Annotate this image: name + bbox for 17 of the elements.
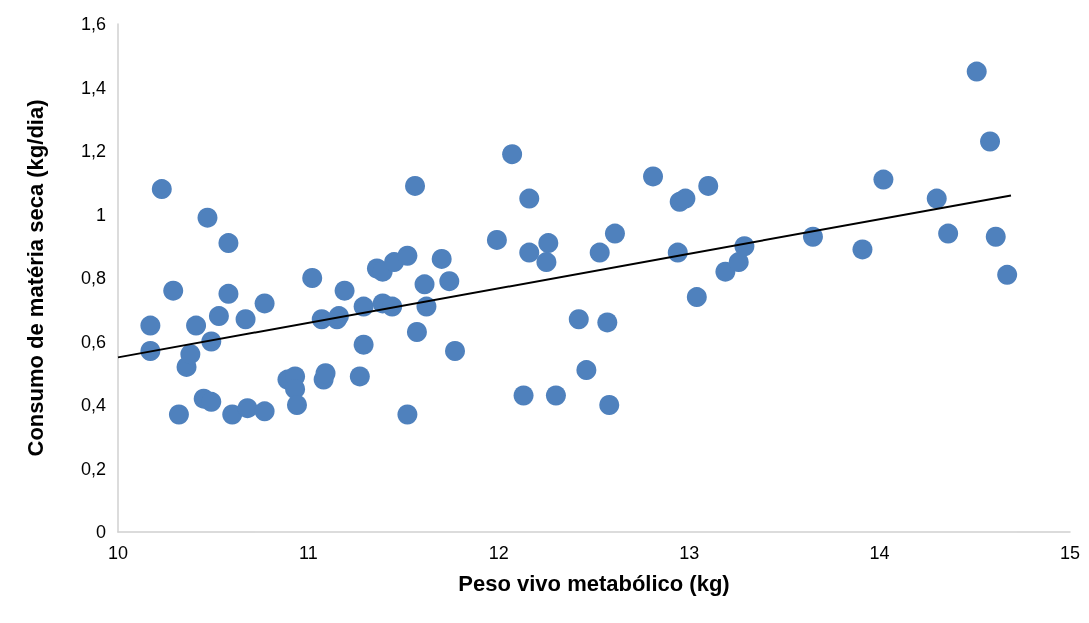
x-tick-label: 13 xyxy=(679,543,700,563)
x-axis-title: Peso vivo metabólico (kg) xyxy=(458,570,730,596)
x-tick-label: 12 xyxy=(488,543,509,563)
y-tick-label: 1,6 xyxy=(80,14,106,34)
y-tick-label: 0,2 xyxy=(80,458,106,479)
y-tick-label: 1,2 xyxy=(80,141,106,161)
x-tick-label: 10 xyxy=(107,543,129,563)
y-tick-label: 0 xyxy=(95,522,106,542)
x-tick-label: 15 xyxy=(1059,543,1081,563)
y-tick-label: 0,8 xyxy=(80,268,106,288)
x-tick-label: 11 xyxy=(299,543,318,563)
y-axis-title: Consumo de matéria seca (kg/dia) xyxy=(22,99,48,457)
y-tick-label: 0,4 xyxy=(80,395,106,415)
y-tick-label: 1,4 xyxy=(80,77,106,98)
x-tick-label: 14 xyxy=(869,543,890,563)
y-tick-label: 0,6 xyxy=(80,331,106,352)
y-tick-label: 1 xyxy=(95,204,106,225)
